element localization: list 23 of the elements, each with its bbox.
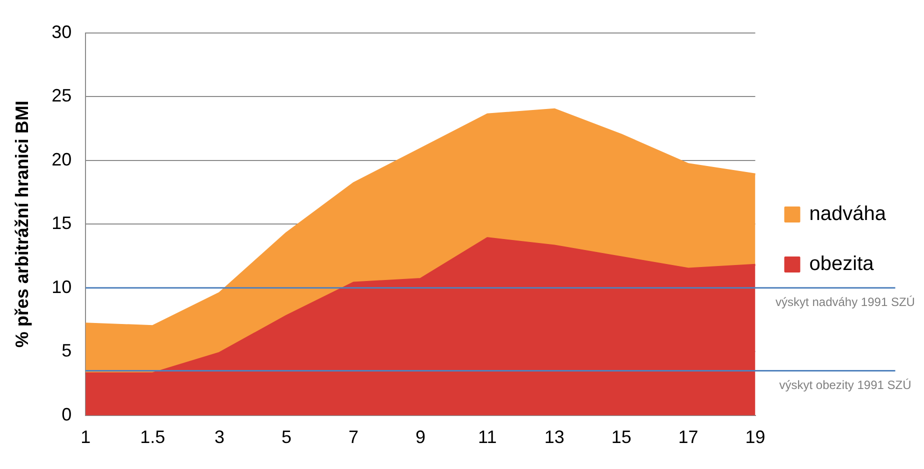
x-tick-label: 19 bbox=[745, 427, 766, 448]
ref-line-label: výskyt obezity 1991 SZÚ bbox=[779, 378, 912, 392]
x-tick-label: 5 bbox=[282, 427, 292, 448]
y-tick-label: 30 bbox=[52, 22, 72, 42]
x-tick-label: 1.5 bbox=[140, 427, 166, 448]
y-tick-label: 0 bbox=[62, 404, 72, 424]
x-tick-label: 13 bbox=[544, 427, 564, 448]
y-tick-label: 5 bbox=[62, 340, 72, 361]
y-tick-label: 15 bbox=[52, 213, 72, 234]
x-tick-label: 7 bbox=[348, 427, 358, 448]
y-axis-title: % přes arbitrážní hranici BMI bbox=[12, 100, 32, 348]
x-tick-label: 9 bbox=[415, 427, 426, 448]
x-tick-label: 1 bbox=[80, 427, 91, 448]
x-tick-label: 11 bbox=[478, 427, 497, 448]
y-tick-label: 20 bbox=[52, 149, 72, 170]
legend-label: nadváha bbox=[809, 203, 887, 226]
y-tick-label: 25 bbox=[52, 86, 72, 106]
legend-label: obezita bbox=[809, 253, 875, 276]
x-tick-label: 15 bbox=[611, 427, 632, 448]
x-tick-label: 17 bbox=[678, 427, 698, 448]
ref-line-label: výskyt nadváhy 1991 SZÚ bbox=[776, 295, 915, 310]
y-tick-label: 10 bbox=[52, 276, 72, 297]
x-tick-label: 3 bbox=[214, 427, 225, 448]
